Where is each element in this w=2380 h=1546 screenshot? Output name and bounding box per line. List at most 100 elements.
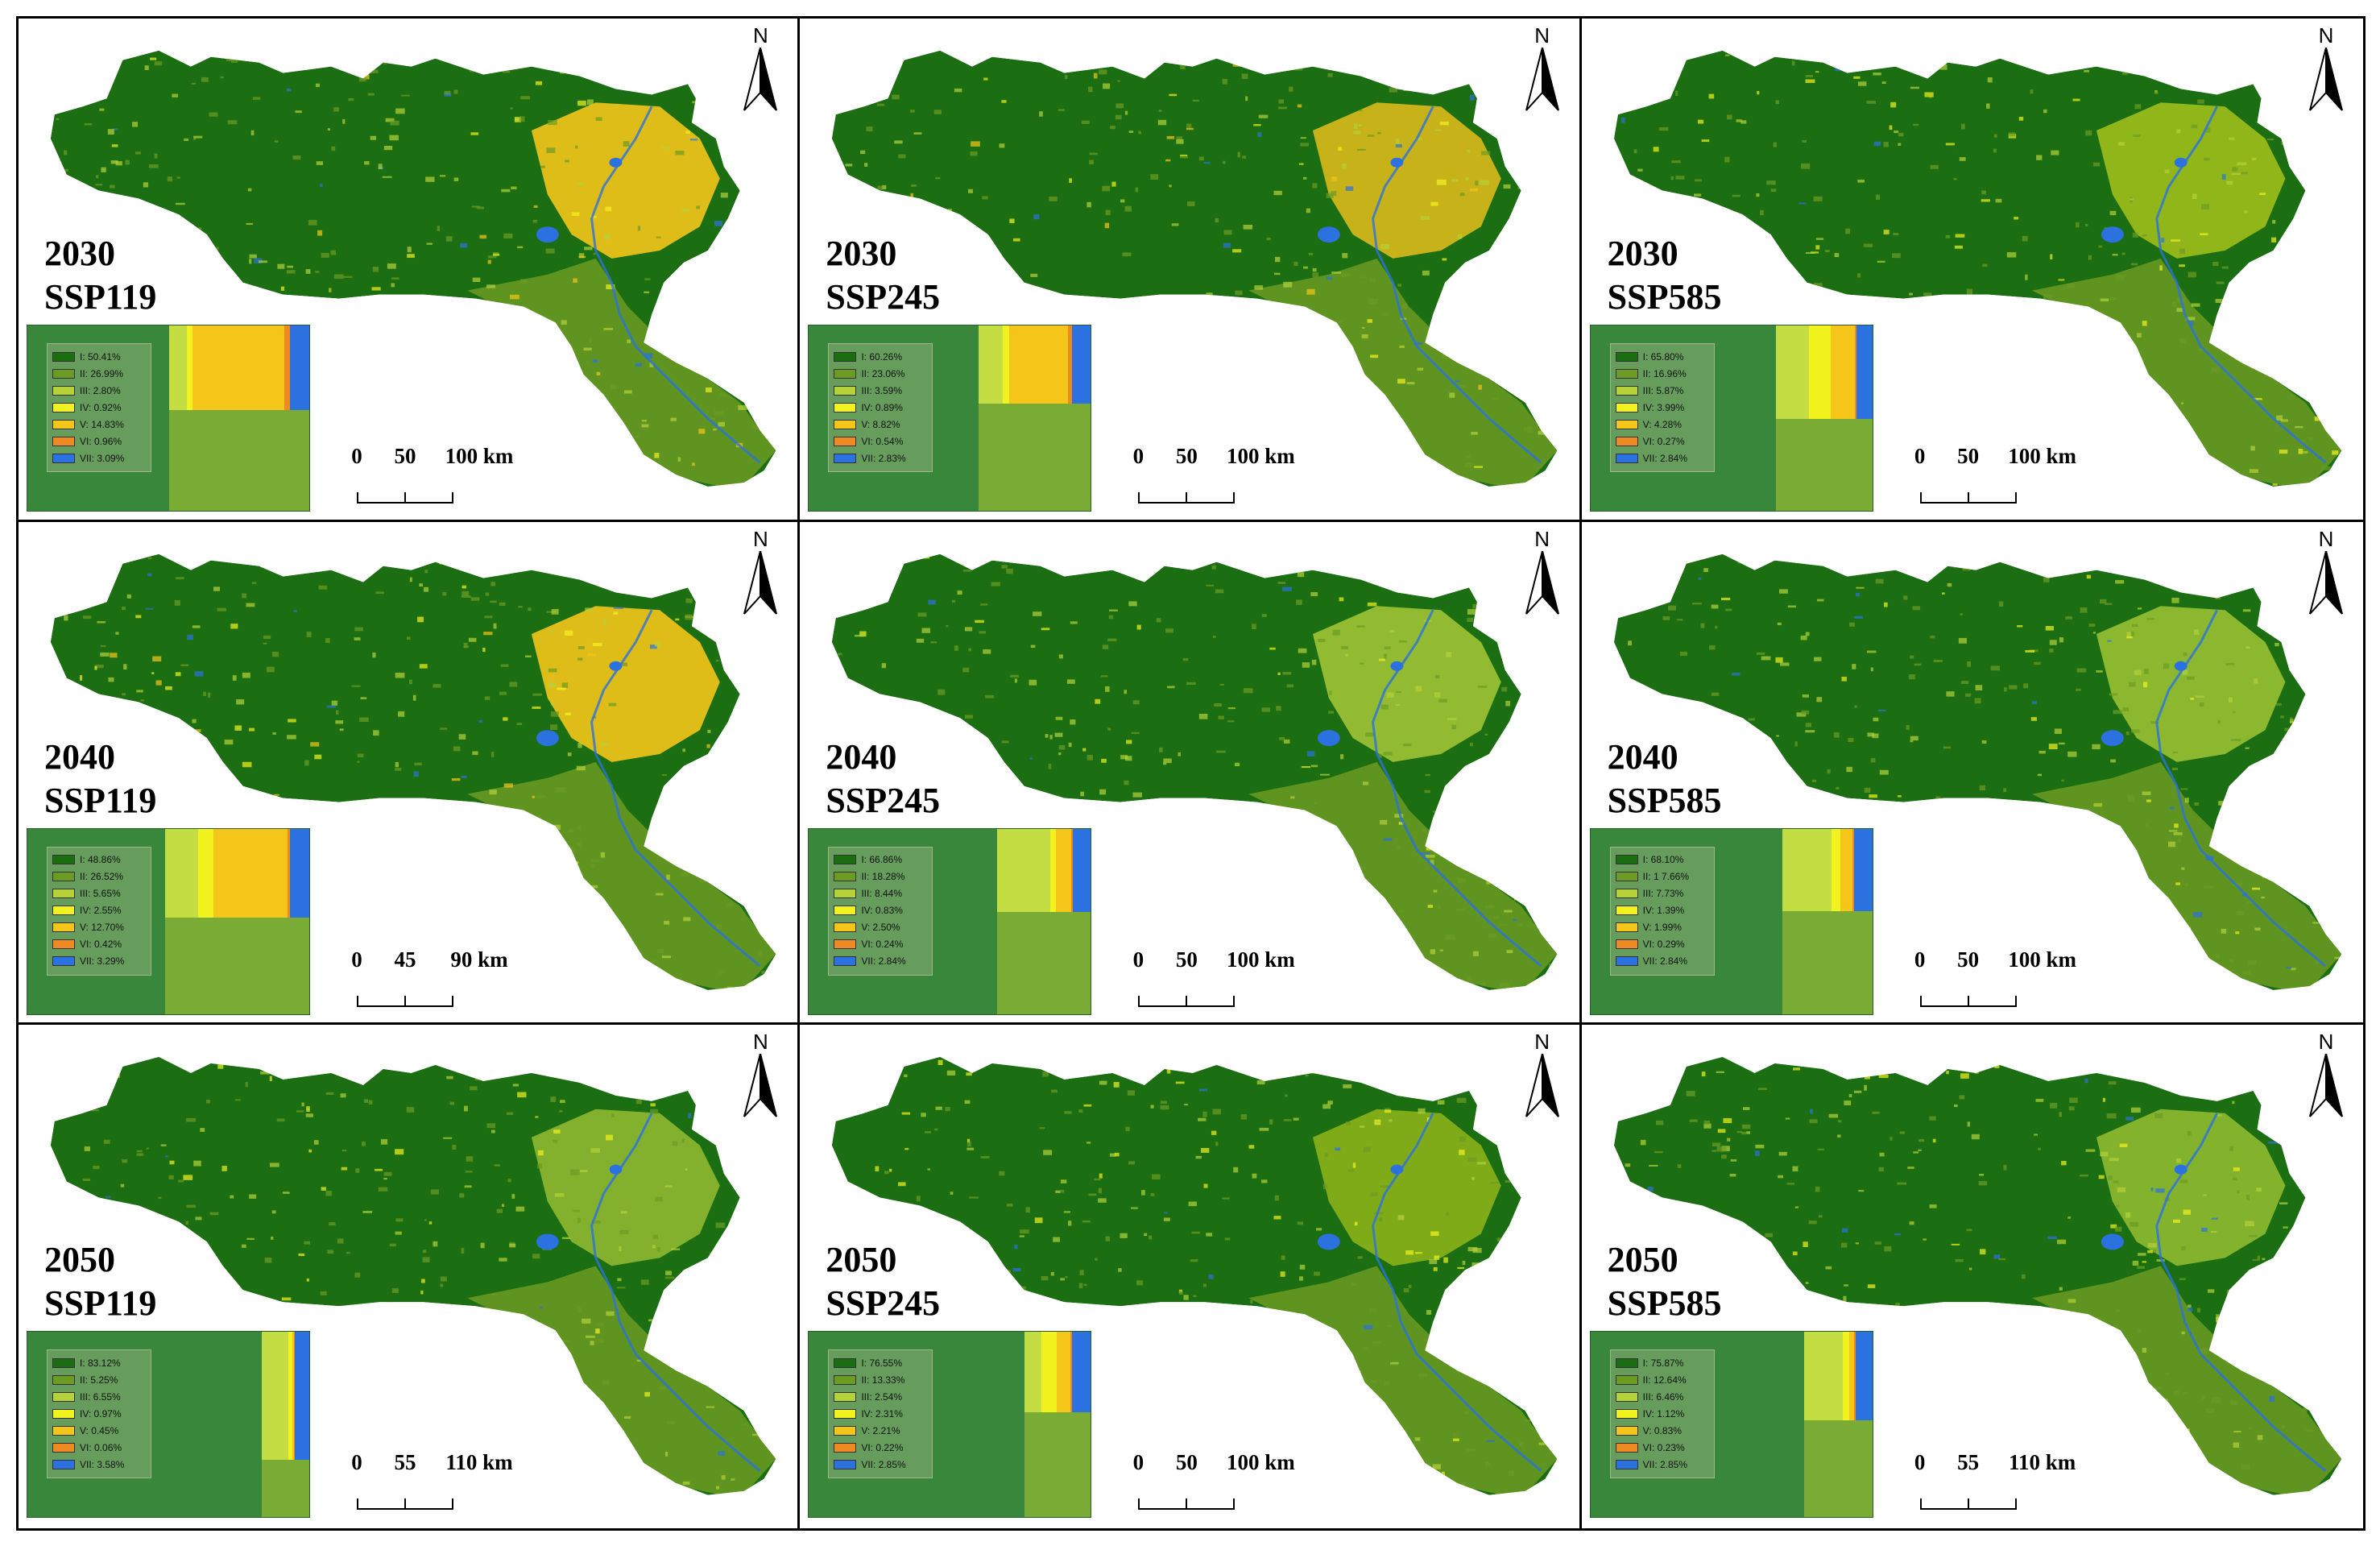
legend-swatch — [52, 855, 75, 865]
scale-label: 50 — [1175, 947, 1198, 972]
map-class-V-area — [531, 605, 720, 762]
legend-item-V: V: 2.50% — [834, 919, 927, 936]
legend-label: I: 48.86% — [80, 854, 121, 866]
legend-list: I: 50.41% II: 26.99% III: 2.80% IV: 0.92% V:… — [47, 343, 151, 472]
scale-label: 0 — [351, 444, 362, 468]
legend-item-VI: VI: 0.54% — [834, 433, 927, 450]
legend-label: II: 16.96% — [1642, 367, 1687, 379]
land-use-map — [1613, 1057, 2342, 1496]
lake-water — [1318, 226, 1341, 243]
legend-item-IV: IV: 0.92% — [52, 399, 146, 416]
legend-label: IV: 0.83% — [861, 905, 903, 917]
legend-item-VI: VI: 0.96% — [52, 433, 146, 450]
scale-bar: 0 55 110 km — [1914, 1450, 2076, 1515]
scale-label: 0 — [1132, 444, 1144, 468]
scale-label: 100 km — [2008, 444, 2077, 468]
treemap-cell-VII — [1856, 325, 1873, 419]
legend-item-VII: VII: 2.84% — [1615, 953, 1709, 970]
map-year-label: 2040 — [1607, 736, 1678, 777]
lake-water — [536, 226, 559, 243]
legend-item-III: III: 7.73% — [1615, 885, 1709, 902]
treemap-cell-VI — [1854, 1332, 1856, 1420]
river-line — [1372, 1113, 1542, 1473]
legend-label: V: 2.50% — [861, 922, 900, 934]
map-year-label: 2030 — [1607, 234, 1678, 273]
legend-panel: I: 75.87% II: 12.64% III: 6.46% IV: 1.12% V:… — [1589, 1331, 1873, 1519]
scale-label: 0 — [1132, 1450, 1144, 1475]
legend-swatch — [52, 889, 75, 899]
legend-label: I: 65.80% — [1642, 350, 1684, 363]
treemap-cell-V — [1848, 1332, 1854, 1420]
lake-water — [2101, 1233, 2124, 1250]
legend-swatch — [1615, 956, 1638, 967]
legend-label: III: 6.55% — [80, 1391, 121, 1403]
map-panel-2050-ssp585: 2050 SSP585 I: 75.87% II: 12.64% III: 6.46% I… — [1582, 1025, 2363, 1528]
legend-item-IV: IV: 2.55% — [52, 902, 146, 919]
legend-swatch — [834, 351, 857, 362]
map-year-label: 2050 — [1607, 1240, 1678, 1280]
legend-label: III: 5.87% — [1642, 384, 1684, 396]
scale-tick — [1967, 1498, 1969, 1511]
legend-item-VII: VII: 3.58% — [52, 1456, 146, 1473]
legend-item-I: I: 60.26% — [834, 348, 927, 365]
legend-item-IV: IV: 3.99% — [1615, 399, 1709, 416]
treemap-cell-III — [1782, 828, 1832, 912]
legend-panel: I: 50.41% II: 26.99% III: 2.80% IV: 0.92% V:… — [27, 325, 310, 512]
north-arrow-icon: N — [1523, 23, 1562, 112]
legend-label: II: 23.06% — [861, 367, 905, 379]
treemap-cell-IV — [1808, 325, 1832, 419]
map-class-II-area — [1248, 258, 1558, 487]
map-panel-2040-ssp245: 2040 SSP245 I: 66.86% II: 18.28% III: 8.44% I… — [800, 521, 1582, 1026]
legend-panel: I: 76.55% II: 13.33% III: 2.54% IV: 2.31% V:… — [808, 1331, 1092, 1519]
legend-swatch — [1615, 1408, 1638, 1419]
treemap-cell-III — [261, 1332, 289, 1460]
river-line — [2154, 1113, 2327, 1473]
legend-swatch — [52, 368, 75, 379]
scale-tick — [1186, 1498, 1188, 1511]
map-panel-2030-ssp585: 2030 SSP585 I: 65.80% II: 16.96% III: 5.87% I… — [1581, 19, 2363, 522]
legend-item-IV: IV: 0.97% — [52, 1405, 146, 1422]
treemap-cell-II — [1804, 1420, 1873, 1518]
map-class-II-area — [1248, 1266, 1558, 1496]
treemap-cell-IV — [198, 828, 213, 918]
legend-label: VII: 2.84% — [1642, 955, 1688, 968]
legend-list: I: 48.86% II: 26.52% III: 5.65% IV: 2.55% V:… — [47, 846, 151, 976]
legend-swatch — [1615, 906, 1638, 916]
map-scenario-label: SSP245 — [826, 1283, 941, 1324]
treemap-cell-II — [165, 918, 309, 1014]
treemap-cell-VI — [1071, 828, 1074, 912]
treemap-cell-III — [979, 325, 1004, 404]
treemap-cell-III — [169, 325, 187, 410]
legend-label: VII: 2.84% — [1642, 452, 1688, 464]
treemap-cell-VI — [1068, 325, 1072, 404]
map-year-label: 2030 — [826, 234, 897, 273]
legend-label: VI: 0.23% — [1642, 1441, 1685, 1453]
legend-label: III: 7.73% — [1642, 888, 1684, 900]
legend-label: V: 12.70% — [80, 922, 124, 934]
legend-label: III: 6.46% — [1642, 1391, 1684, 1403]
legend-item-III: III: 5.65% — [52, 885, 146, 902]
treemap-cell-V — [1055, 828, 1072, 912]
scale-label: 0 — [1132, 947, 1144, 972]
legend-item-I: I: 48.86% — [52, 852, 146, 868]
map-scenario-label: SSP585 — [1607, 277, 1722, 317]
treemap-cell-VII — [1855, 1332, 1873, 1420]
legend-panel: I: 60.26% II: 23.06% III: 3.59% IV: 0.89% V:… — [808, 325, 1092, 512]
legend-item-VII: VII: 2.85% — [1615, 1456, 1709, 1473]
scale-label: 55 — [1957, 1450, 1980, 1475]
treemap-cell-II — [1782, 911, 1873, 1014]
legend-label: VII: 3.58% — [80, 1458, 125, 1470]
north-label: N — [2318, 526, 2334, 551]
legend-list: I: 68.10% II: 1 7.66% III: 7.73% IV: 1.39% V… — [1609, 846, 1715, 976]
legend-label: III: 2.80% — [80, 384, 121, 396]
north-label: N — [1534, 1030, 1550, 1055]
legend-item-II: II: 1 7.66% — [1615, 868, 1709, 885]
legend-swatch — [1615, 368, 1638, 379]
map-class-IV-area — [1313, 1109, 1502, 1266]
legend-swatch — [834, 1391, 857, 1402]
legend-label: IV: 1.39% — [1642, 905, 1685, 917]
legend-item-II: II: 16.96% — [1615, 365, 1709, 382]
map-year-label: 2040 — [826, 736, 897, 777]
legend-item-II: II: 26.99% — [52, 365, 146, 382]
legend-swatch — [52, 922, 75, 933]
